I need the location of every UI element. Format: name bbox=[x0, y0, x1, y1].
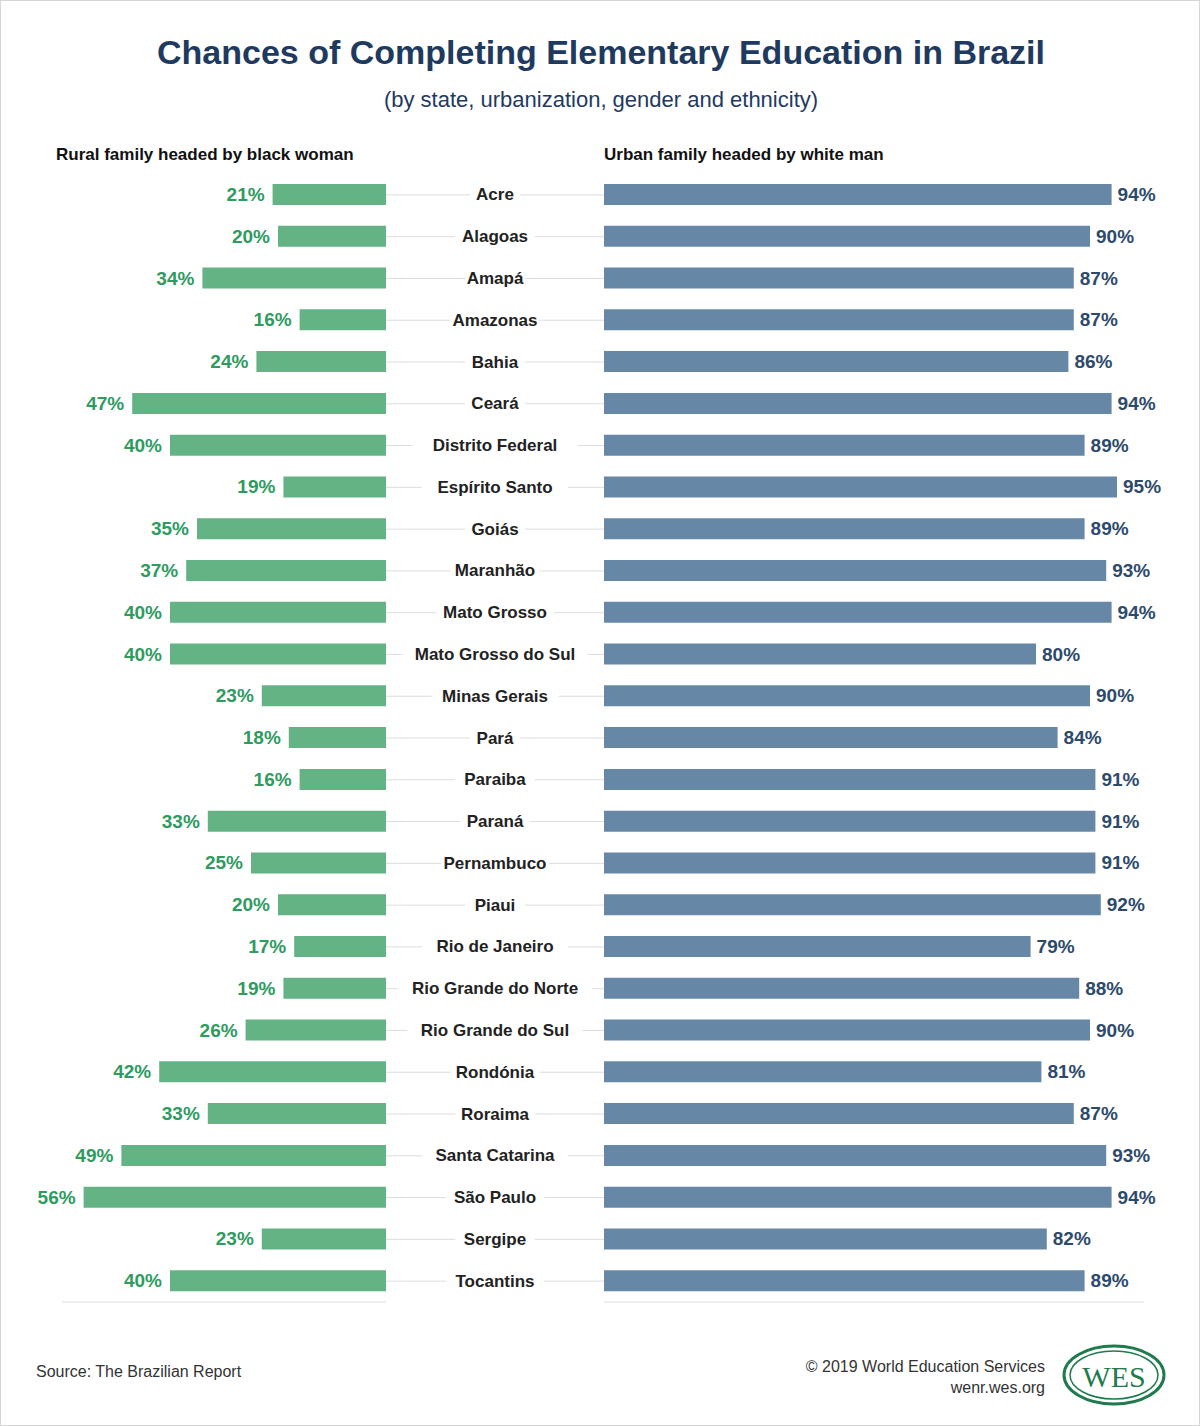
svg-text:Santa Catarina: Santa Catarina bbox=[435, 1146, 555, 1165]
svg-text:33%: 33% bbox=[162, 811, 200, 832]
svg-text:91%: 91% bbox=[1101, 852, 1139, 873]
svg-text:40%: 40% bbox=[124, 644, 162, 665]
svg-text:80%: 80% bbox=[1042, 644, 1080, 665]
svg-text:21%: 21% bbox=[227, 184, 265, 205]
svg-text:94%: 94% bbox=[1118, 602, 1156, 623]
svg-text:33%: 33% bbox=[162, 1103, 200, 1124]
svg-text:89%: 89% bbox=[1091, 518, 1129, 539]
svg-text:89%: 89% bbox=[1091, 435, 1129, 456]
svg-text:90%: 90% bbox=[1096, 685, 1134, 706]
svg-text:40%: 40% bbox=[124, 602, 162, 623]
svg-text:Pará: Pará bbox=[477, 729, 514, 748]
svg-text:40%: 40% bbox=[124, 435, 162, 456]
svg-text:91%: 91% bbox=[1101, 769, 1139, 790]
html-text:Rural family headed by black w: Rural family headed by black woman bbox=[56, 145, 354, 164]
svg-text:82%: 82% bbox=[1053, 1228, 1091, 1249]
html-text:© 2019 World Education Service: © 2019 World Education Services bbox=[805, 1358, 1045, 1375]
svg-text:Rio Grande do Sul: Rio Grande do Sul bbox=[421, 1021, 569, 1040]
svg-text:90%: 90% bbox=[1096, 1020, 1134, 1041]
svg-text:Rio Grande do Norte: Rio Grande do Norte bbox=[412, 979, 578, 998]
svg-text:95%: 95% bbox=[1123, 476, 1161, 497]
html-text:Chances of Completing Elementa: Chances of Completing Elementary Educati… bbox=[157, 33, 1045, 71]
svg-text:19%: 19% bbox=[237, 978, 275, 999]
svg-text:19%: 19% bbox=[237, 476, 275, 497]
svg-text:47%: 47% bbox=[86, 393, 124, 414]
svg-text:Amapá: Amapá bbox=[467, 269, 524, 288]
html-text:Source: The Brazilian Report: Source: The Brazilian Report bbox=[36, 1363, 242, 1380]
svg-text:94%: 94% bbox=[1118, 393, 1156, 414]
svg-text:16%: 16% bbox=[254, 769, 292, 790]
svg-text:Bahia: Bahia bbox=[472, 353, 519, 372]
svg-text:Distrito Federal: Distrito Federal bbox=[433, 436, 558, 455]
svg-text:Tocantins: Tocantins bbox=[455, 1272, 534, 1291]
svg-text:87%: 87% bbox=[1080, 309, 1118, 330]
svg-text:Paraiba: Paraiba bbox=[464, 770, 526, 789]
svg-text:16%: 16% bbox=[254, 309, 292, 330]
svg-text:94%: 94% bbox=[1118, 1187, 1156, 1208]
svg-text:Minas Gerais: Minas Gerais bbox=[442, 687, 548, 706]
svg-text:56%: 56% bbox=[38, 1187, 76, 1208]
svg-text:Ceará: Ceará bbox=[471, 394, 519, 413]
svg-text:Mato Grosso: Mato Grosso bbox=[443, 603, 547, 622]
svg-text:Piaui: Piaui bbox=[475, 896, 516, 915]
svg-text:84%: 84% bbox=[1064, 727, 1102, 748]
svg-text:Alagoas: Alagoas bbox=[462, 227, 528, 246]
svg-text:79%: 79% bbox=[1037, 936, 1075, 957]
html-text:(by state, urbanization, gende: (by state, urbanization, gender and ethn… bbox=[383, 87, 819, 112]
svg-text:17%: 17% bbox=[248, 936, 286, 957]
html-text:wenr.wes.org: wenr.wes.org bbox=[950, 1379, 1045, 1396]
svg-text:23%: 23% bbox=[216, 1228, 254, 1249]
svg-text:Espírito Santo: Espírito Santo bbox=[437, 478, 552, 497]
svg-text:89%: 89% bbox=[1091, 1270, 1129, 1291]
svg-text:Rondónia: Rondónia bbox=[456, 1063, 535, 1082]
svg-text:São Paulo: São Paulo bbox=[454, 1188, 536, 1207]
svg-text:87%: 87% bbox=[1080, 268, 1118, 289]
svg-text:40%: 40% bbox=[124, 1270, 162, 1291]
svg-text:20%: 20% bbox=[232, 894, 270, 915]
svg-text:Acre: Acre bbox=[476, 185, 514, 204]
svg-text:Pernambuco: Pernambuco bbox=[444, 854, 547, 873]
svg-text:35%: 35% bbox=[151, 518, 189, 539]
svg-text:25%: 25% bbox=[205, 852, 243, 873]
svg-text:Sergipe: Sergipe bbox=[464, 1230, 526, 1249]
svg-text:WES: WES bbox=[1082, 1360, 1145, 1393]
svg-text:26%: 26% bbox=[200, 1020, 238, 1041]
svg-text:18%: 18% bbox=[243, 727, 281, 748]
svg-text:37%: 37% bbox=[140, 560, 178, 581]
svg-text:Roraima: Roraima bbox=[461, 1105, 530, 1124]
svg-text:93%: 93% bbox=[1112, 560, 1150, 581]
svg-text:42%: 42% bbox=[113, 1061, 151, 1082]
svg-text:90%: 90% bbox=[1096, 226, 1134, 247]
svg-text:87%: 87% bbox=[1080, 1103, 1118, 1124]
svg-text:81%: 81% bbox=[1047, 1061, 1085, 1082]
svg-text:23%: 23% bbox=[216, 685, 254, 706]
svg-text:24%: 24% bbox=[210, 351, 248, 372]
svg-text:49%: 49% bbox=[75, 1145, 113, 1166]
svg-text:88%: 88% bbox=[1085, 978, 1123, 999]
svg-text:Paraná: Paraná bbox=[467, 812, 524, 831]
svg-text:Mato Grosso do Sul: Mato Grosso do Sul bbox=[415, 645, 576, 664]
svg-text:Amazonas: Amazonas bbox=[452, 311, 537, 330]
svg-text:Goiás: Goiás bbox=[471, 520, 518, 539]
svg-text:93%: 93% bbox=[1112, 1145, 1150, 1166]
svg-text:20%: 20% bbox=[232, 226, 270, 247]
svg-text:Rio de Janeiro: Rio de Janeiro bbox=[436, 937, 553, 956]
svg-text:94%: 94% bbox=[1118, 184, 1156, 205]
html-text:Urban family headed by white m: Urban family headed by white man bbox=[604, 145, 884, 164]
svg-text:34%: 34% bbox=[156, 268, 194, 289]
svg-text:91%: 91% bbox=[1101, 811, 1139, 832]
svg-text:92%: 92% bbox=[1107, 894, 1145, 915]
svg-text:86%: 86% bbox=[1074, 351, 1112, 372]
svg-text:Maranhão: Maranhão bbox=[455, 561, 535, 580]
